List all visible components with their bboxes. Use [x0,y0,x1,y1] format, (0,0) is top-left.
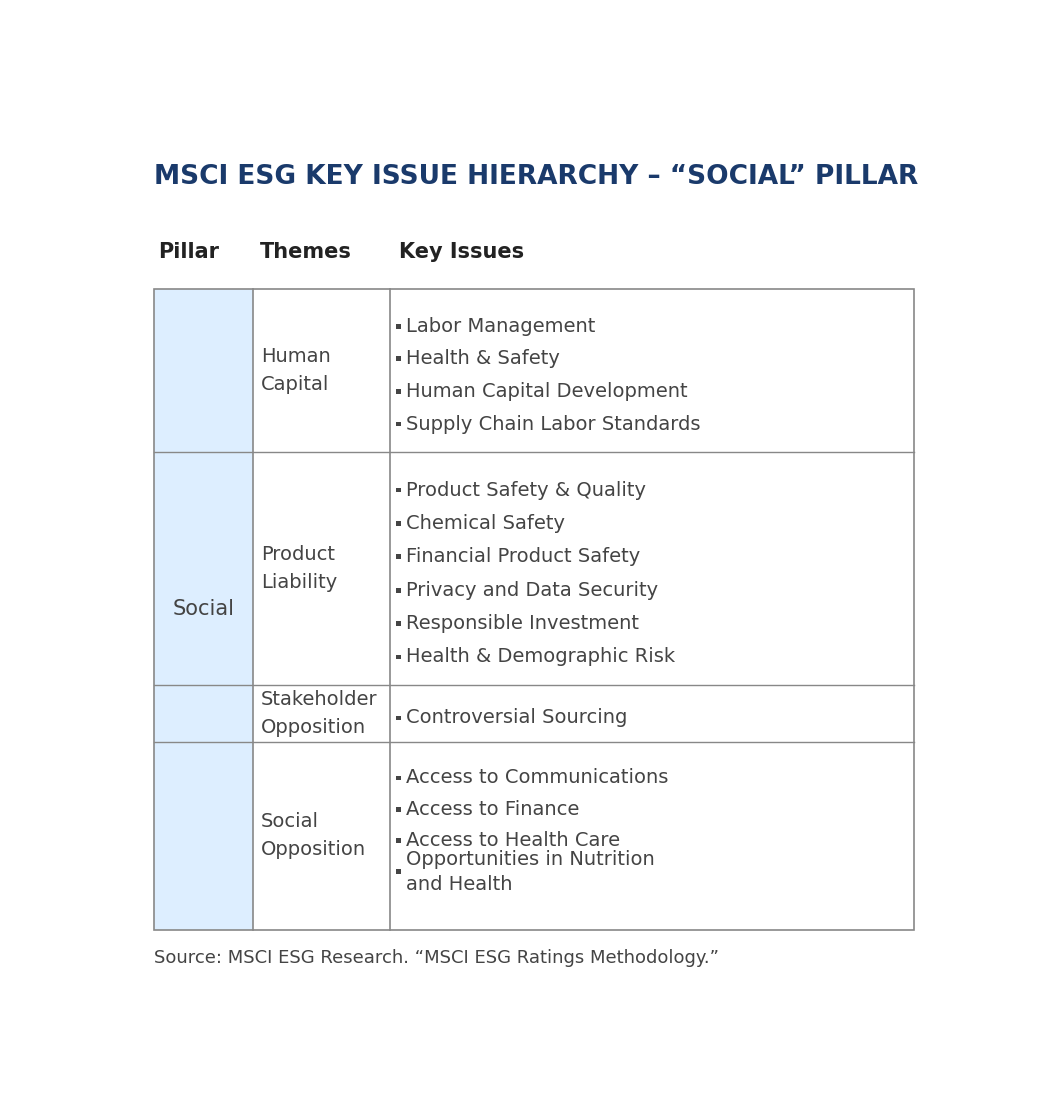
Text: Themes: Themes [259,241,351,261]
Text: Social
Opposition: Social Opposition [262,812,367,859]
Text: Controversial Sourcing: Controversial Sourcing [406,708,627,727]
Bar [396,621,401,626]
Bar [396,869,401,875]
Text: Health & Demographic Risk: Health & Demographic Risk [406,648,675,667]
Text: Product Safety & Quality: Product Safety & Quality [406,480,646,499]
Text: MSCI ESG KEY ISSUE HIERARCHY – “SOCIAL” PILLAR: MSCI ESG KEY ISSUE HIERARCHY – “SOCIAL” … [154,164,919,190]
Text: Key Issues: Key Issues [399,241,524,261]
Text: Responsible Investment: Responsible Investment [406,614,639,633]
Text: Pillar: Pillar [158,241,220,261]
Bar [396,324,401,328]
Text: Human Capital Development: Human Capital Development [406,382,688,401]
Bar [396,716,401,720]
Text: Health & Safety: Health & Safety [406,350,560,369]
Bar [396,554,401,560]
Bar [396,488,401,493]
Bar [396,356,401,361]
Text: Stakeholder
Opposition: Stakeholder Opposition [262,690,378,737]
Text: Product
Liability: Product Liability [262,545,338,592]
Text: Chemical Safety: Chemical Safety [406,514,565,533]
Text: Privacy and Data Security: Privacy and Data Security [406,581,659,600]
Text: Labor Management: Labor Management [406,317,595,336]
Text: Access to Health Care: Access to Health Care [406,831,620,850]
Bar [396,588,401,593]
Bar [396,421,401,427]
Text: Source: MSCI ESG Research. “MSCI ESG Ratings Methodology.”: Source: MSCI ESG Research. “MSCI ESG Rat… [154,948,719,966]
Bar [396,521,401,526]
Text: Supply Chain Labor Standards: Supply Chain Labor Standards [406,414,700,433]
Bar [154,289,253,929]
Text: Financial Product Safety: Financial Product Safety [406,547,640,566]
Text: Opportunities in Nutrition
and Health: Opportunities in Nutrition and Health [406,850,654,894]
Bar [396,775,401,781]
Bar [396,838,401,843]
Text: Access to Communications: Access to Communications [406,768,668,787]
Text: Social: Social [173,599,234,619]
Bar [396,389,401,394]
Bar [154,289,914,929]
Bar [396,655,401,659]
Bar [396,806,401,812]
Text: Access to Finance: Access to Finance [406,800,579,819]
Text: Human
Capital: Human Capital [262,346,331,394]
